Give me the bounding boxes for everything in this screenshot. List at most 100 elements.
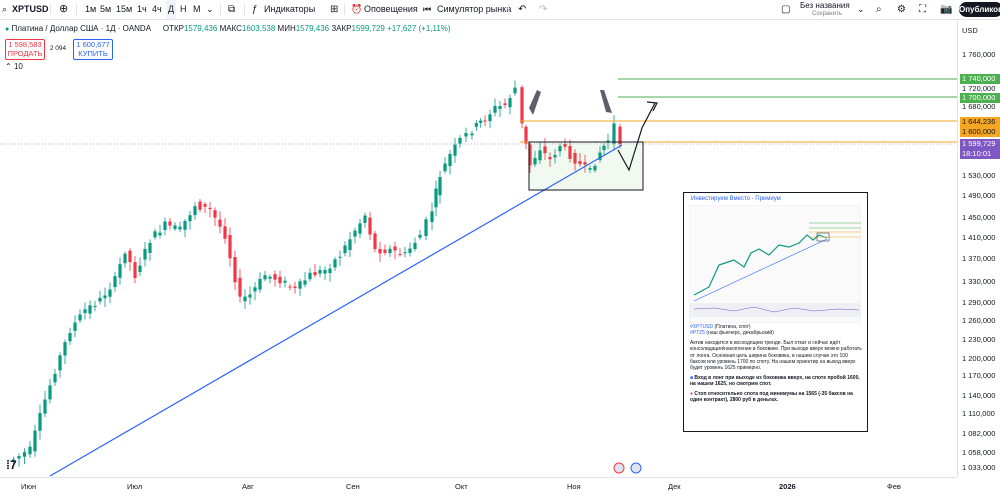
candle[interactable] [378, 249, 382, 254]
candle[interactable] [524, 126, 528, 144]
candle[interactable] [113, 276, 117, 288]
candle[interactable] [488, 114, 492, 122]
candle[interactable] [464, 133, 468, 137]
candle[interactable] [508, 98, 512, 108]
candle[interactable] [58, 355, 62, 371]
post-tag-ptz5[interactable]: #PTZ5 [690, 330, 706, 337]
camera-icon[interactable]: 📷 [940, 4, 953, 15]
candle[interactable] [618, 126, 622, 145]
candle[interactable] [453, 144, 457, 156]
candle[interactable] [513, 87, 517, 94]
level-tag-1740[interactable]: 1 740,000 [960, 74, 1000, 84]
candle[interactable] [503, 103, 507, 105]
candle[interactable] [223, 226, 227, 239]
candle[interactable] [233, 257, 237, 283]
timeframe-1mo[interactable]: М [193, 4, 201, 14]
projection-path[interactable] [617, 102, 656, 172]
candle[interactable] [53, 373, 57, 383]
candle[interactable] [588, 168, 592, 170]
alert-clock-icon[interactable]: ⏰ [351, 4, 363, 14]
candle[interactable] [373, 233, 377, 250]
indicators-icon[interactable]: ƒ [252, 4, 258, 15]
candle[interactable] [470, 133, 474, 136]
candle[interactable] [323, 269, 327, 274]
candle[interactable] [408, 248, 412, 253]
candle[interactable] [133, 262, 137, 278]
alerts-button[interactable]: Оповещения [364, 4, 418, 14]
search-icon[interactable]: ⌕ [876, 4, 882, 15]
candle[interactable] [528, 144, 532, 166]
candle[interactable] [153, 231, 157, 238]
compare-plus-icon[interactable]: ⊕ [59, 3, 69, 15]
candle[interactable] [578, 161, 582, 165]
layout-icon[interactable]: ▢ [781, 4, 791, 15]
candle[interactable] [238, 277, 242, 297]
candle[interactable] [78, 314, 82, 321]
candle[interactable] [413, 242, 417, 250]
timeframe-1w[interactable]: Н [180, 4, 187, 14]
candle[interactable] [558, 146, 562, 152]
candle[interactable] [33, 430, 37, 452]
candle[interactable] [313, 272, 317, 276]
timeframe-15m[interactable]: 15м [116, 4, 133, 14]
search-icon[interactable]: ⌕ [2, 4, 8, 14]
candle[interactable] [483, 120, 487, 122]
candle[interactable] [418, 234, 422, 238]
layout-name[interactable]: Без названия [800, 1, 850, 10]
candle[interactable] [479, 120, 483, 123]
timeframe-4h[interactable]: 4ч [152, 4, 162, 14]
candle[interactable] [198, 201, 202, 210]
publish-button[interactable]: Опубликова [959, 2, 1000, 17]
candle[interactable] [403, 252, 407, 254]
candle[interactable] [128, 250, 132, 263]
candle[interactable] [602, 145, 606, 151]
candle[interactable] [498, 105, 502, 109]
candle[interactable] [268, 276, 272, 279]
candle[interactable] [363, 215, 367, 223]
candle[interactable] [17, 456, 21, 459]
candle[interactable] [158, 232, 162, 236]
candle[interactable] [108, 289, 112, 297]
candle[interactable] [358, 223, 362, 234]
candle[interactable] [458, 137, 462, 144]
candle[interactable] [368, 217, 372, 235]
candle[interactable] [303, 280, 307, 285]
currency-label[interactable]: USD [962, 26, 978, 35]
candle[interactable] [598, 152, 602, 160]
candle[interactable] [338, 256, 342, 258]
candle[interactable] [188, 215, 192, 222]
candle[interactable] [388, 248, 392, 254]
candle[interactable] [520, 87, 524, 124]
candle[interactable] [278, 276, 282, 284]
candle[interactable] [273, 274, 277, 280]
candle[interactable] [143, 248, 147, 260]
candle[interactable] [424, 219, 428, 236]
candle[interactable] [283, 280, 287, 283]
price-axis[interactable]: USD 1 760,000 1 720,000 1 680,000 1 530,… [957, 20, 1000, 477]
candle[interactable] [353, 230, 357, 237]
candle[interactable] [203, 204, 207, 207]
symbol-search-button[interactable]: XPTUSD [12, 4, 49, 14]
indicators-button[interactable]: Индикаторы [264, 4, 316, 14]
candle[interactable] [383, 249, 387, 253]
candle[interactable] [73, 322, 77, 331]
candle[interactable] [493, 106, 497, 113]
candle[interactable] [430, 211, 434, 222]
candle[interactable] [533, 158, 537, 165]
arrow-down-marker[interactable] [529, 90, 541, 115]
candle[interactable] [208, 207, 212, 210]
candle[interactable] [173, 225, 177, 229]
candle[interactable] [474, 123, 478, 127]
candle[interactable] [168, 221, 172, 226]
candle[interactable] [193, 206, 197, 216]
candle[interactable] [573, 152, 577, 164]
candle[interactable] [553, 154, 557, 158]
candle[interactable] [393, 246, 397, 251]
candle[interactable] [443, 163, 447, 172]
candle[interactable] [548, 156, 552, 160]
candle[interactable] [318, 269, 322, 274]
candle[interactable] [293, 286, 297, 289]
candle[interactable] [593, 165, 597, 171]
candle[interactable] [606, 140, 610, 143]
replay-icon[interactable]: ⏮ [423, 4, 432, 14]
